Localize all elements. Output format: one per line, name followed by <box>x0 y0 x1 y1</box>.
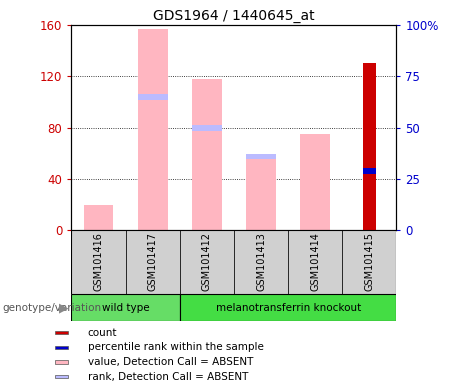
Bar <box>138 94 168 100</box>
Bar <box>300 134 330 230</box>
Bar <box>71 230 125 294</box>
Text: rank, Detection Call = ABSENT: rank, Detection Call = ABSENT <box>88 372 248 382</box>
Bar <box>83 205 113 230</box>
Text: percentile rank within the sample: percentile rank within the sample <box>88 342 264 352</box>
Bar <box>125 230 180 294</box>
Bar <box>138 29 168 230</box>
Text: count: count <box>88 328 117 338</box>
Text: GSM101415: GSM101415 <box>364 232 374 291</box>
Text: genotype/variation: genotype/variation <box>2 303 101 313</box>
Bar <box>180 294 396 321</box>
Bar <box>234 230 288 294</box>
Bar <box>246 154 276 159</box>
Bar <box>55 346 68 349</box>
Bar <box>192 125 222 131</box>
Text: GSM101416: GSM101416 <box>94 232 104 291</box>
Text: wild type: wild type <box>102 303 149 313</box>
Text: GSM101414: GSM101414 <box>310 232 320 291</box>
Bar <box>363 63 376 230</box>
Bar <box>71 294 180 321</box>
Text: GSM101413: GSM101413 <box>256 232 266 291</box>
Text: melanotransferrin knockout: melanotransferrin knockout <box>215 303 361 313</box>
Text: GSM101412: GSM101412 <box>202 232 212 291</box>
Bar <box>288 230 342 294</box>
Bar <box>363 168 376 174</box>
Bar <box>342 230 396 294</box>
Bar <box>246 156 276 230</box>
Bar <box>55 360 68 364</box>
Text: value, Detection Call = ABSENT: value, Detection Call = ABSENT <box>88 357 253 367</box>
Text: ▶: ▶ <box>59 301 68 314</box>
Text: GSM101417: GSM101417 <box>148 232 158 291</box>
Bar <box>180 230 234 294</box>
Bar <box>192 79 222 230</box>
Bar <box>55 375 68 378</box>
Title: GDS1964 / 1440645_at: GDS1964 / 1440645_at <box>153 8 315 23</box>
Bar <box>55 331 68 334</box>
